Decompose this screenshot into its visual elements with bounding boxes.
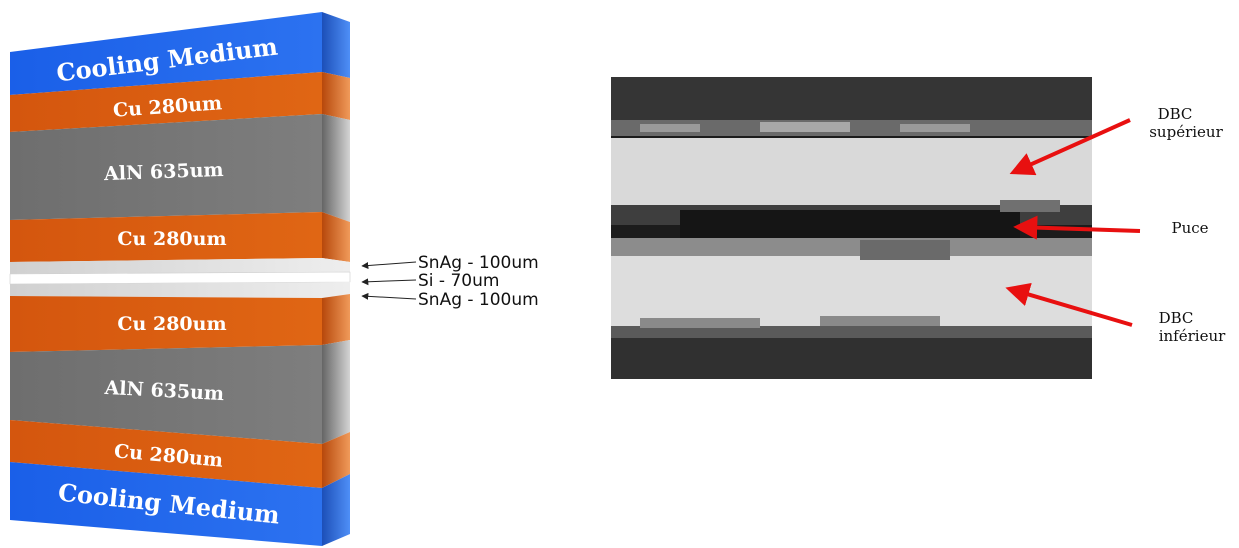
callout-snag-top: SnAg - 100um xyxy=(418,253,539,273)
label-dbc-bottom-line2: inférieur xyxy=(1159,327,1226,345)
layer-si xyxy=(9,271,351,285)
layer-stack: Cooling Medium Cu 280um AlN 635um Cu 280… xyxy=(9,12,351,546)
layer-cooling-top xyxy=(10,12,350,95)
layer-cu-2 xyxy=(10,212,350,262)
layer-cooling-bottom xyxy=(10,462,350,546)
micrograph-labels: DBC supérieur Puce DBC inférieur xyxy=(1149,105,1226,345)
layer-aln-2 xyxy=(10,340,350,444)
label-dbc-bottom-line1: DBC xyxy=(1159,309,1194,327)
label-dbc-top-line1: DBC xyxy=(1158,105,1193,123)
layer-cu-1 xyxy=(10,72,350,132)
callout-si: Si - 70um xyxy=(418,271,499,291)
thin-layer-callouts: SnAg - 100um Si - 70um SnAg - 100um xyxy=(361,253,539,310)
layer-aln-1 xyxy=(10,114,350,222)
label-dbc-top-line2: supérieur xyxy=(1149,123,1223,141)
micrograph xyxy=(611,77,1092,379)
layer-label-aln-1: AlN 635um xyxy=(103,159,224,185)
micrograph-arrows xyxy=(1005,118,1141,327)
layer-snag-2 xyxy=(10,282,350,298)
layer-snag-1 xyxy=(10,258,350,274)
layer-cu-3 xyxy=(10,294,350,352)
layer-label-cu-2: Cu 280um xyxy=(117,228,226,250)
label-chip: Puce xyxy=(1171,219,1208,237)
callout-snag-bottom: SnAg - 100um xyxy=(418,290,539,310)
layer-label-cu-3: Cu 280um xyxy=(117,313,226,335)
layer-cu-4 xyxy=(10,420,350,488)
